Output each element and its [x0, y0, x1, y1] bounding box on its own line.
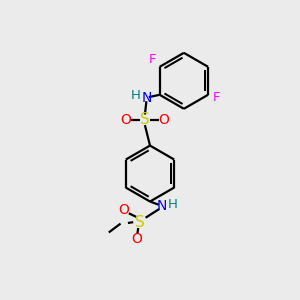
Text: O: O: [120, 113, 131, 127]
Text: F: F: [148, 53, 156, 66]
Text: S: S: [140, 112, 150, 127]
Text: N: N: [157, 199, 167, 213]
Text: H: H: [168, 198, 178, 211]
Text: S: S: [135, 214, 145, 230]
Text: O: O: [131, 232, 142, 246]
Text: H: H: [130, 89, 140, 102]
Text: O: O: [159, 113, 170, 127]
Text: F: F: [213, 91, 221, 104]
Text: N: N: [141, 91, 152, 105]
Text: O: O: [118, 203, 129, 218]
